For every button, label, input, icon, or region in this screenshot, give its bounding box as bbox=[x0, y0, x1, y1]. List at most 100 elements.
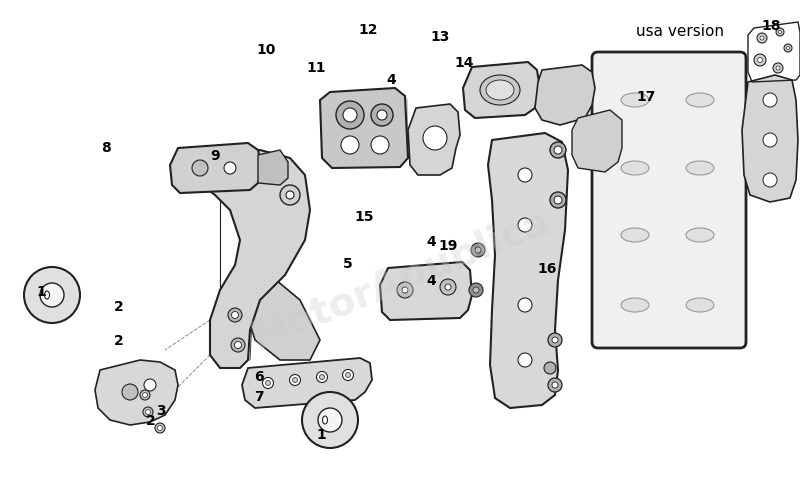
Circle shape bbox=[140, 390, 150, 400]
Circle shape bbox=[262, 378, 274, 388]
Circle shape bbox=[518, 168, 532, 182]
Polygon shape bbox=[408, 104, 460, 175]
Circle shape bbox=[445, 284, 451, 290]
Polygon shape bbox=[258, 150, 288, 185]
Text: 7: 7 bbox=[254, 390, 264, 404]
Circle shape bbox=[550, 142, 566, 158]
Circle shape bbox=[760, 36, 764, 40]
Circle shape bbox=[778, 30, 782, 33]
Circle shape bbox=[371, 136, 389, 154]
Circle shape bbox=[548, 378, 562, 392]
Text: 2: 2 bbox=[114, 300, 124, 314]
FancyBboxPatch shape bbox=[592, 52, 746, 348]
Circle shape bbox=[293, 378, 298, 382]
Circle shape bbox=[757, 33, 767, 43]
Text: 14: 14 bbox=[454, 56, 474, 70]
Circle shape bbox=[302, 392, 358, 448]
Polygon shape bbox=[320, 88, 408, 168]
Circle shape bbox=[342, 370, 354, 381]
Circle shape bbox=[544, 362, 556, 374]
Circle shape bbox=[122, 384, 138, 400]
Circle shape bbox=[24, 267, 80, 323]
Circle shape bbox=[554, 146, 562, 154]
Circle shape bbox=[192, 160, 208, 176]
Ellipse shape bbox=[621, 93, 649, 107]
Circle shape bbox=[336, 101, 364, 129]
Circle shape bbox=[142, 392, 147, 398]
Ellipse shape bbox=[686, 228, 714, 242]
Circle shape bbox=[776, 66, 780, 70]
Polygon shape bbox=[380, 262, 472, 320]
Circle shape bbox=[377, 110, 387, 120]
Text: 11: 11 bbox=[307, 61, 326, 75]
Circle shape bbox=[518, 298, 532, 312]
Text: usa version: usa version bbox=[636, 25, 724, 39]
Circle shape bbox=[554, 196, 562, 204]
Polygon shape bbox=[535, 65, 595, 125]
Polygon shape bbox=[95, 360, 178, 425]
Ellipse shape bbox=[621, 161, 649, 175]
Circle shape bbox=[786, 47, 790, 50]
Circle shape bbox=[158, 426, 162, 431]
Circle shape bbox=[440, 279, 456, 295]
Circle shape bbox=[518, 353, 532, 367]
Circle shape bbox=[784, 44, 792, 52]
Polygon shape bbox=[170, 143, 262, 193]
Circle shape bbox=[146, 409, 150, 414]
Circle shape bbox=[776, 28, 784, 36]
Text: 12: 12 bbox=[358, 24, 378, 37]
Circle shape bbox=[471, 243, 485, 257]
Polygon shape bbox=[572, 110, 622, 172]
Circle shape bbox=[143, 407, 153, 417]
Circle shape bbox=[228, 308, 242, 322]
Circle shape bbox=[423, 126, 447, 150]
Circle shape bbox=[231, 338, 245, 352]
Circle shape bbox=[155, 423, 165, 433]
Circle shape bbox=[548, 333, 562, 347]
Text: 13: 13 bbox=[430, 30, 450, 44]
Polygon shape bbox=[742, 75, 798, 202]
Ellipse shape bbox=[486, 80, 514, 100]
Circle shape bbox=[144, 379, 156, 391]
Text: 4: 4 bbox=[386, 73, 396, 86]
Ellipse shape bbox=[686, 298, 714, 312]
Text: 18: 18 bbox=[762, 19, 781, 32]
Text: 9: 9 bbox=[210, 149, 220, 163]
Circle shape bbox=[763, 173, 777, 187]
Text: 5: 5 bbox=[342, 257, 352, 271]
Circle shape bbox=[371, 104, 393, 126]
Ellipse shape bbox=[686, 93, 714, 107]
Text: 19: 19 bbox=[438, 240, 458, 253]
Ellipse shape bbox=[621, 298, 649, 312]
Circle shape bbox=[773, 63, 783, 73]
Circle shape bbox=[758, 57, 762, 62]
Text: 1: 1 bbox=[316, 428, 326, 441]
Circle shape bbox=[224, 162, 236, 174]
Circle shape bbox=[552, 337, 558, 343]
Ellipse shape bbox=[45, 291, 50, 299]
Text: 2: 2 bbox=[114, 334, 124, 348]
Circle shape bbox=[234, 342, 242, 349]
Circle shape bbox=[317, 372, 327, 382]
Ellipse shape bbox=[480, 75, 520, 105]
Text: 2: 2 bbox=[146, 414, 156, 428]
Circle shape bbox=[318, 408, 342, 432]
Text: 15: 15 bbox=[355, 210, 374, 224]
Text: 8: 8 bbox=[101, 141, 110, 155]
Circle shape bbox=[231, 311, 238, 319]
Circle shape bbox=[518, 218, 532, 232]
Circle shape bbox=[754, 54, 766, 66]
Text: 4: 4 bbox=[426, 235, 436, 248]
Circle shape bbox=[346, 373, 350, 378]
Circle shape bbox=[402, 287, 408, 293]
Circle shape bbox=[341, 136, 359, 154]
Polygon shape bbox=[195, 150, 310, 368]
Text: 3: 3 bbox=[156, 405, 166, 418]
Circle shape bbox=[319, 375, 325, 380]
Circle shape bbox=[343, 108, 357, 122]
Ellipse shape bbox=[686, 161, 714, 175]
Circle shape bbox=[397, 282, 413, 298]
Polygon shape bbox=[488, 133, 568, 408]
Text: 10: 10 bbox=[257, 43, 276, 57]
Polygon shape bbox=[242, 358, 372, 408]
